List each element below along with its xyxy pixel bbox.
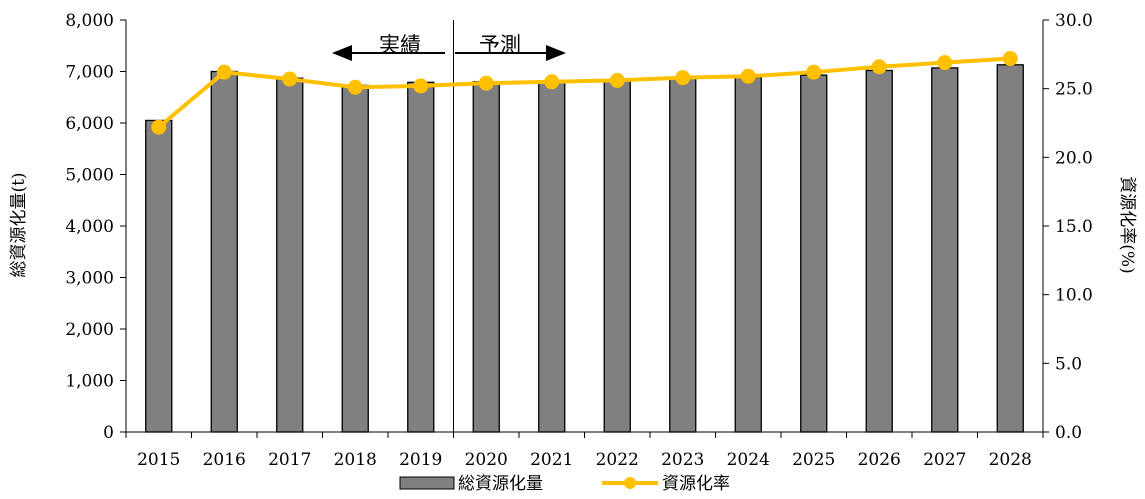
bar <box>603 79 631 433</box>
y2-tick-label: 5.0 <box>1055 354 1082 374</box>
bar <box>210 70 238 433</box>
y-tick-label: 7,000 <box>65 63 114 83</box>
x-tick-label: 2016 <box>203 450 246 470</box>
x-tick-label: 2026 <box>858 450 901 470</box>
x-tick-label: 2019 <box>399 450 442 470</box>
bar <box>734 76 762 433</box>
y-tick-label: 5,000 <box>65 166 114 186</box>
legend-bar-swatch <box>399 476 455 490</box>
y2-tick-label: 10.0 <box>1055 286 1093 306</box>
x-tick-label: 2015 <box>137 450 180 470</box>
legend-line-marker <box>624 477 636 489</box>
y-tick-label: 4,000 <box>65 217 114 237</box>
bar <box>407 81 435 433</box>
rate-point <box>871 59 887 75</box>
y2-tick-label: 25.0 <box>1055 80 1093 100</box>
rate-point <box>413 78 429 94</box>
y2-tick-label: 0.0 <box>1055 423 1082 443</box>
bar <box>800 74 828 433</box>
y2-tick-label: 30.0 <box>1055 11 1093 31</box>
forecast-arrow-head <box>546 45 566 61</box>
legend-line-label: 資源化率 <box>662 474 730 494</box>
bars-group <box>145 64 1024 433</box>
x-tick-label: 2020 <box>465 450 508 470</box>
bar <box>276 77 304 433</box>
x-tick-label: 2028 <box>989 450 1032 470</box>
y-tick-label: 8,000 <box>65 11 114 31</box>
bar <box>669 77 697 433</box>
rate-line <box>157 56 1011 129</box>
y-tick-label: 1,000 <box>65 372 114 392</box>
rate-point <box>675 70 691 86</box>
rate-point <box>544 74 560 90</box>
annotation-actual: 実績 <box>379 33 421 57</box>
x-tick-label: 2022 <box>596 450 639 470</box>
legend: 総資源化量 資源化率 <box>399 474 730 494</box>
bar <box>538 81 566 433</box>
bar <box>931 67 959 433</box>
rate-point <box>478 75 494 91</box>
y2-tick-label: 20.0 <box>1055 148 1093 168</box>
bar <box>865 69 893 433</box>
rate-point <box>740 68 756 84</box>
actual-arrow-head <box>332 45 352 61</box>
x-tick-label: 2027 <box>923 450 966 470</box>
tick-labels: 0 1,000 2,000 3,000 4,000 5,000 6,000 7,000 8,00… <box>65 11 1093 470</box>
bar <box>145 119 173 433</box>
bar <box>472 81 500 433</box>
rate-point <box>609 72 625 88</box>
x-tick-label: 2017 <box>268 450 311 470</box>
rate-point <box>347 79 363 95</box>
x-tick-label: 2023 <box>661 450 704 470</box>
rate-point <box>151 119 167 135</box>
annotation-forecast: 予測 <box>479 33 521 57</box>
rate-point <box>937 55 953 71</box>
y-tick-label: 6,000 <box>65 114 114 134</box>
x-tick-label: 2018 <box>334 450 377 470</box>
y-axis-title: 総資源化量(t) <box>9 172 29 277</box>
line-group <box>151 50 1018 135</box>
bar <box>341 84 369 433</box>
legend-bar-label: 総資源化量 <box>458 474 543 494</box>
y2-axis-title: 資源化率(%) <box>1117 176 1137 273</box>
rate-point <box>282 71 298 87</box>
x-tick-label: 2025 <box>792 450 835 470</box>
y-tick-label: 0 <box>103 423 114 443</box>
y-tick-label: 2,000 <box>65 320 114 340</box>
annotations: 実績 予測 <box>379 33 521 57</box>
bar <box>996 64 1024 433</box>
rate-point <box>216 64 232 80</box>
y-tick-label: 3,000 <box>65 269 114 289</box>
rate-point <box>806 64 822 80</box>
x-tick-label: 2021 <box>530 450 573 470</box>
y2-tick-label: 15.0 <box>1055 217 1093 237</box>
rate-point <box>1002 50 1018 66</box>
x-tick-label: 2024 <box>727 450 770 470</box>
